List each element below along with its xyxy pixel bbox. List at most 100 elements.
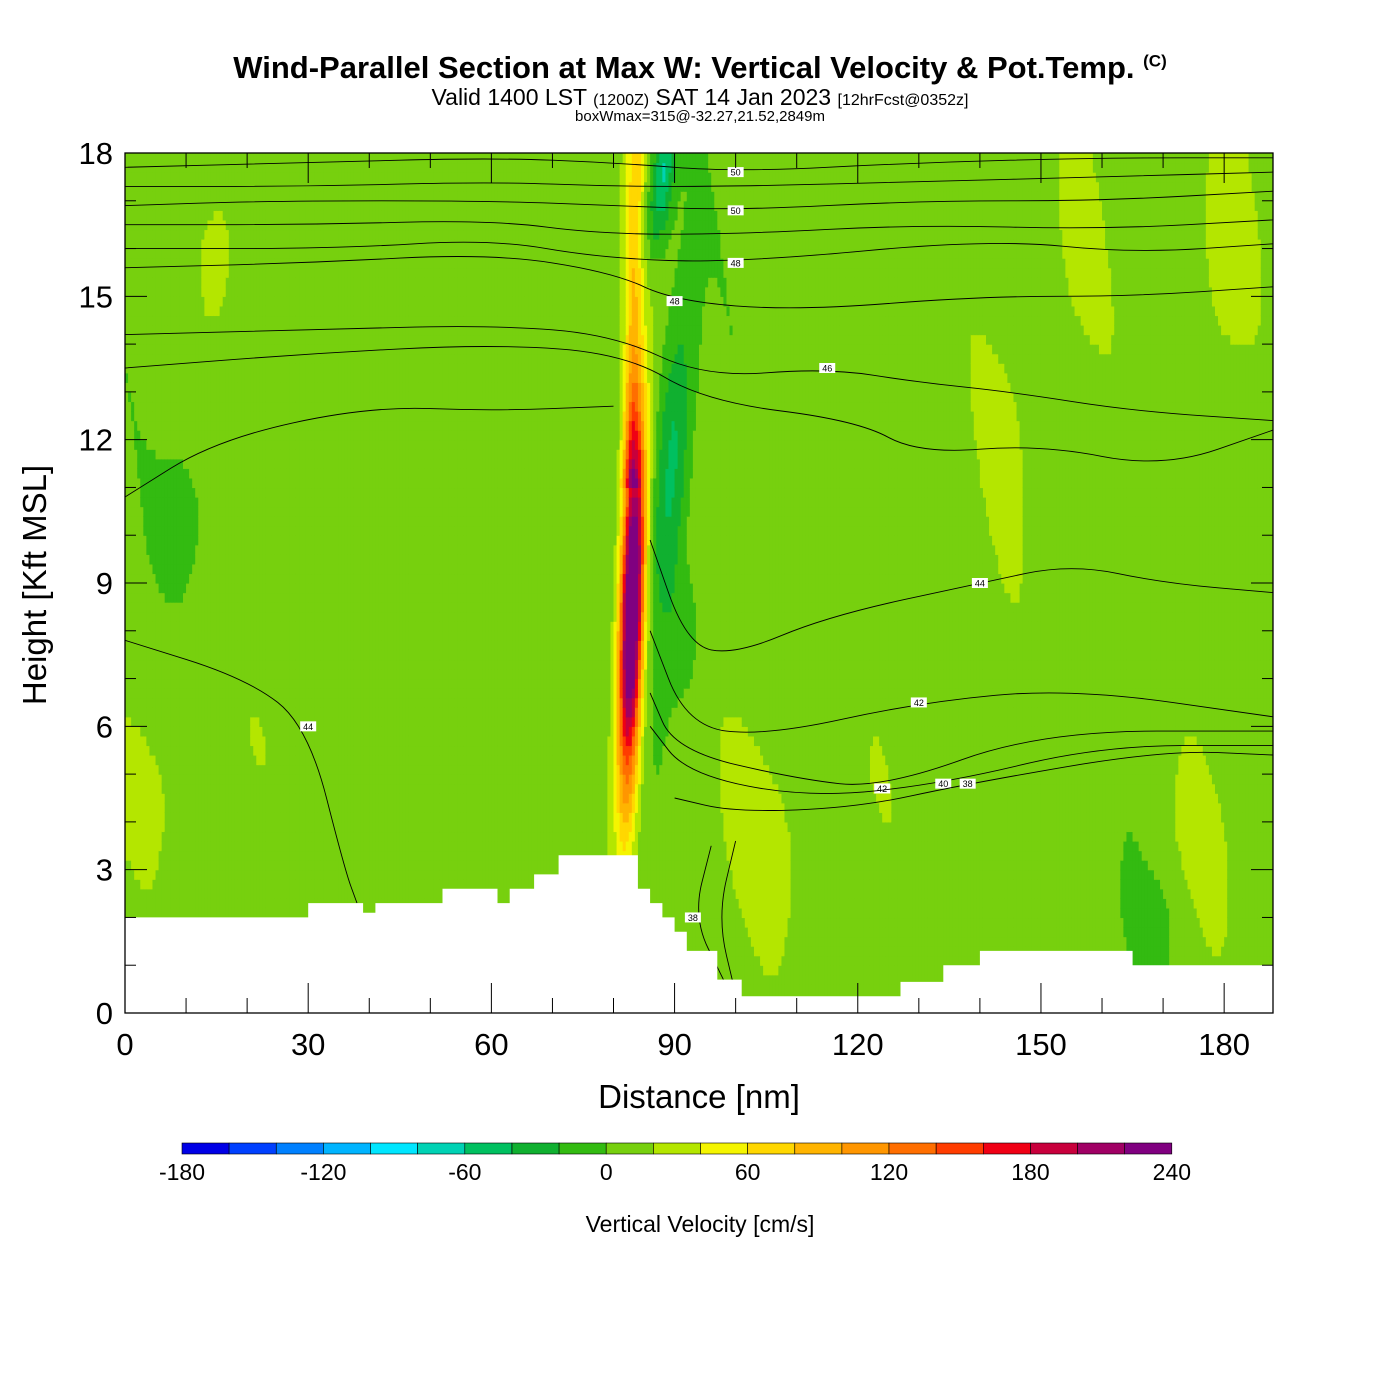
field-cell [155, 755, 160, 766]
field-cell [146, 458, 151, 469]
field-cell [183, 678, 187, 689]
field-cell [134, 516, 138, 527]
field-cell [186, 430, 190, 441]
field-cell [195, 602, 199, 613]
field-cell [149, 401, 154, 412]
field-cell [149, 793, 154, 804]
field-cell [201, 449, 205, 460]
field-cell [179, 898, 184, 909]
field-cell [198, 745, 202, 756]
field-cell [186, 860, 190, 871]
field-cell [161, 850, 166, 861]
field-cell [204, 621, 209, 632]
field-cell [137, 783, 141, 794]
field-cell [131, 153, 135, 164]
field-cell [204, 430, 209, 441]
field-cell [131, 248, 135, 259]
field-cell [210, 659, 215, 670]
field-cell [137, 602, 141, 613]
field-cell [128, 344, 132, 355]
field-cell [176, 707, 181, 718]
field-cell [189, 640, 193, 651]
field-cell [134, 907, 138, 919]
field-cell [173, 153, 178, 164]
field-cell [149, 535, 154, 546]
field-cell [149, 841, 154, 852]
field-cell [189, 860, 193, 871]
field-cell [131, 296, 135, 307]
field-cell [149, 850, 154, 861]
field-cell [204, 468, 209, 479]
field-cell [131, 563, 135, 575]
field-cell [158, 611, 163, 622]
field-cell [210, 563, 215, 575]
field-cell [207, 745, 212, 756]
field-cell [204, 764, 209, 775]
field-cell [125, 439, 129, 450]
field-cell [192, 831, 196, 842]
field-cell [152, 554, 157, 565]
field-cell [183, 535, 187, 546]
field-cell [247, 153, 251, 154]
field-cell [131, 879, 135, 890]
field-cell [164, 554, 169, 565]
field-cell [125, 315, 129, 326]
field-cell [201, 879, 205, 890]
field-cell [146, 439, 151, 450]
field-cell [131, 191, 135, 202]
field-cell [170, 735, 175, 747]
field-cell [179, 334, 184, 345]
field-cell [189, 678, 193, 689]
field-cell [155, 286, 160, 297]
field-cell [198, 153, 202, 154]
field-cell [176, 305, 181, 317]
field-cell [128, 716, 132, 727]
field-cell [146, 535, 151, 546]
field-cell [134, 592, 138, 603]
field-cell [170, 420, 175, 431]
field-cell [170, 525, 175, 536]
field-cell [161, 449, 166, 460]
field-cell [149, 344, 154, 355]
field-cell [155, 735, 160, 747]
field-cell [186, 621, 190, 632]
field-cell [143, 821, 147, 833]
field-cell [140, 630, 144, 641]
field-cell [186, 439, 190, 450]
field-cell [125, 305, 129, 317]
field-cell [149, 649, 154, 661]
field-cell [189, 583, 193, 594]
field-cell [140, 363, 144, 374]
field-cell [170, 277, 175, 288]
field-cell [149, 172, 154, 183]
field-cell [198, 611, 202, 622]
field-cell [125, 411, 129, 422]
field-cell [219, 153, 224, 154]
field-cell [137, 325, 141, 336]
field-cell [183, 592, 187, 603]
field-cell [176, 449, 181, 460]
field-cell [167, 860, 172, 871]
field-cell [170, 391, 175, 403]
field-cell [198, 477, 202, 489]
field-cell [161, 535, 166, 546]
field-cell [176, 554, 181, 565]
field-cell [183, 745, 187, 756]
field-cell [173, 239, 178, 250]
field-cell [167, 602, 172, 613]
field-cell [140, 659, 144, 670]
field-cell [149, 315, 154, 326]
field-cell [128, 678, 132, 689]
field-cell [128, 363, 132, 374]
field-cell [158, 678, 163, 689]
field-cell [207, 860, 212, 871]
field-cell [204, 267, 209, 278]
field-cell [164, 716, 169, 727]
field-cell [173, 200, 178, 211]
field-cell [207, 659, 212, 670]
field-cell [155, 898, 160, 909]
field-cell [155, 659, 160, 670]
field-cell [195, 669, 199, 680]
field-cell [176, 344, 181, 355]
field-cell [158, 841, 163, 852]
